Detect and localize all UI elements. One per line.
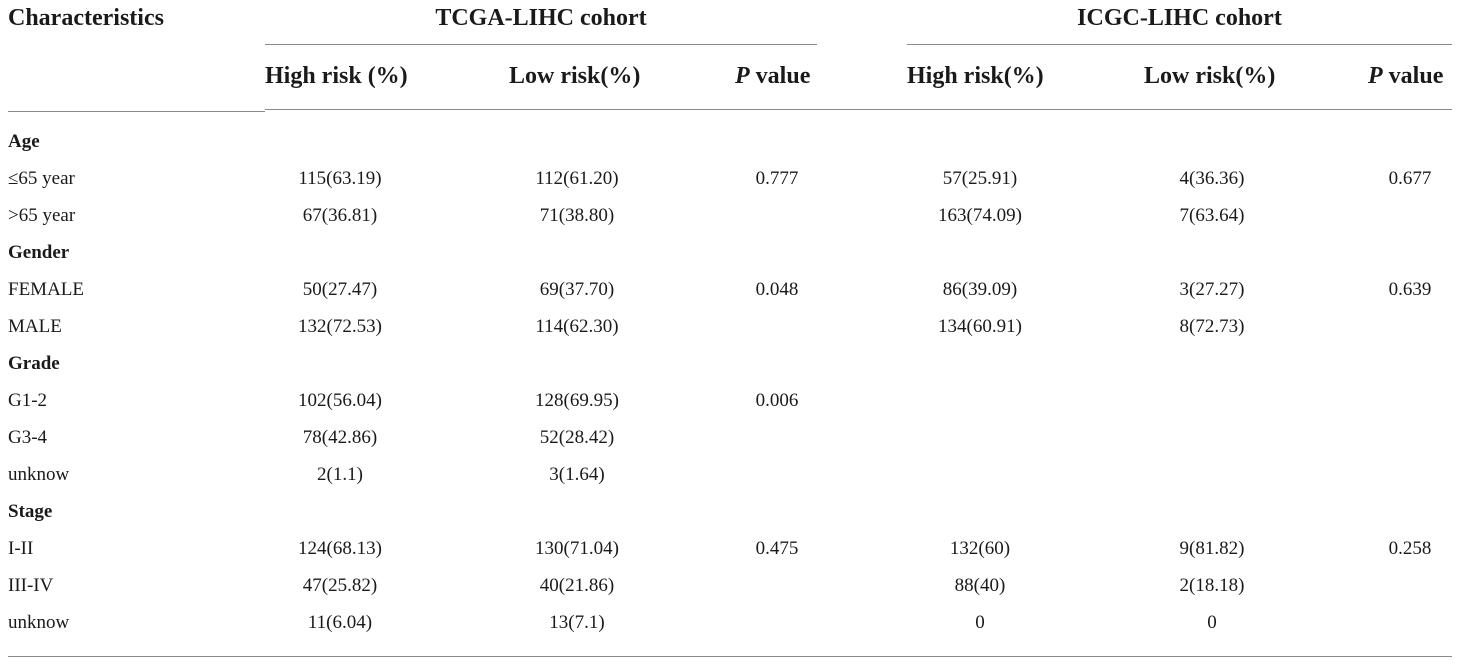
icgc-high-risk-cell: 134(60.91)	[938, 316, 1022, 337]
header-rule-left	[8, 111, 265, 112]
icgc-p-value-cell: 0.258	[1388, 538, 1432, 559]
icgc-low-risk-cell: 4(36.36)	[1179, 168, 1245, 189]
icgc-low-risk-cell: 8(72.73)	[1179, 316, 1245, 337]
tcga-low-risk-cell: 3(1.64)	[549, 464, 605, 485]
tcga-low-risk-cell: 114(62.30)	[535, 316, 619, 337]
tcga-high-risk-cell: 78(42.86)	[302, 427, 378, 448]
row-label: >65 year	[8, 205, 76, 226]
tcga-high-risk-cell: 115(63.19)	[298, 168, 382, 189]
row-label: ≤65 year	[8, 168, 75, 189]
tcga-low-risk-cell: 71(38.80)	[539, 205, 615, 226]
section-age: Age	[8, 131, 40, 152]
tcga-high-risk-cell: 2(1.1)	[317, 464, 363, 485]
col-header-icgc-p-value: P value	[1368, 61, 1443, 91]
icgc-low-risk-cell: 2(18.18)	[1179, 575, 1245, 596]
row-label: G1-2	[8, 390, 48, 411]
row-label: unknow	[8, 612, 70, 633]
icgc-high-risk-cell: 163(74.09)	[938, 205, 1022, 226]
icgc-high-risk-cell: 132(60)	[949, 538, 1011, 559]
tcga-low-risk-cell: 40(21.86)	[539, 575, 615, 596]
icgc-p-value-cell: 0.677	[1388, 168, 1432, 189]
group-header-icgc: ICGC-LIHC cohort	[1077, 5, 1282, 31]
icgc-low-risk-cell: 0	[1207, 612, 1217, 633]
tcga-low-risk-cell: 52(28.42)	[539, 427, 615, 448]
icgc-high-risk-cell: 86(39.09)	[942, 279, 1018, 300]
col-header-icgc-high-risk: High risk(%)	[907, 63, 1044, 89]
col-header-icgc-low-risk: Low risk(%)	[1144, 63, 1276, 89]
tcga-low-risk-cell: 13(7.1)	[549, 612, 605, 633]
tcga-p-value-cell: 0.006	[755, 390, 799, 411]
value-word: value	[749, 63, 811, 89]
section-grade: Grade	[8, 353, 60, 374]
icgc-high-risk-cell: 0	[975, 612, 985, 633]
group-rule-icgc	[907, 44, 1452, 45]
tcga-high-risk-cell: 124(68.13)	[298, 538, 382, 559]
group-rule-tcga	[265, 44, 817, 45]
col-header-tcga-p-value: P value	[735, 61, 810, 91]
header-characteristics: Characteristics	[8, 5, 164, 31]
row-label: I-II	[8, 538, 34, 559]
tcga-high-risk-cell: 132(72.53)	[298, 316, 382, 337]
icgc-high-risk-cell: 88(40)	[954, 575, 1006, 596]
tcga-low-risk-cell: 130(71.04)	[535, 538, 619, 559]
tcga-p-value-cell: 0.475	[755, 538, 799, 559]
bottom-rule	[8, 656, 1452, 657]
col-header-tcga-high-risk: High risk (%)	[265, 63, 408, 89]
p-letter: P	[735, 63, 750, 89]
tcga-high-risk-cell: 102(56.04)	[298, 390, 382, 411]
p-letter: P	[1368, 63, 1383, 89]
row-label: FEMALE	[8, 279, 84, 300]
tcga-high-risk-cell: 67(36.81)	[302, 205, 378, 226]
row-label: unknow	[8, 464, 70, 485]
icgc-p-value-cell: 0.639	[1388, 279, 1432, 300]
header-rule-right	[265, 109, 1452, 110]
value-word: value	[1382, 63, 1444, 89]
tcga-low-risk-cell: 128(69.95)	[535, 390, 619, 411]
row-label: G3-4	[8, 427, 48, 448]
tcga-p-value-cell: 0.048	[755, 279, 799, 300]
col-header-tcga-low-risk: Low risk(%)	[509, 63, 641, 89]
tcga-high-risk-cell: 50(27.47)	[302, 279, 378, 300]
icgc-low-risk-cell: 3(27.27)	[1179, 279, 1245, 300]
tcga-low-risk-cell: 112(61.20)	[535, 168, 619, 189]
icgc-high-risk-cell: 57(25.91)	[942, 168, 1018, 189]
tcga-high-risk-cell: 47(25.82)	[302, 575, 378, 596]
icgc-low-risk-cell: 7(63.64)	[1179, 205, 1245, 226]
group-header-tcga: TCGA-LIHC cohort	[435, 5, 647, 31]
icgc-low-risk-cell: 9(81.82)	[1179, 538, 1245, 559]
section-stage: Stage	[8, 501, 53, 522]
row-label: MALE	[8, 316, 62, 337]
tcga-p-value-cell: 0.777	[755, 168, 799, 189]
tcga-low-risk-cell: 69(37.70)	[539, 279, 615, 300]
tcga-high-risk-cell: 11(6.04)	[307, 612, 373, 633]
section-gender: Gender	[8, 242, 70, 263]
row-label: III-IV	[8, 575, 54, 596]
